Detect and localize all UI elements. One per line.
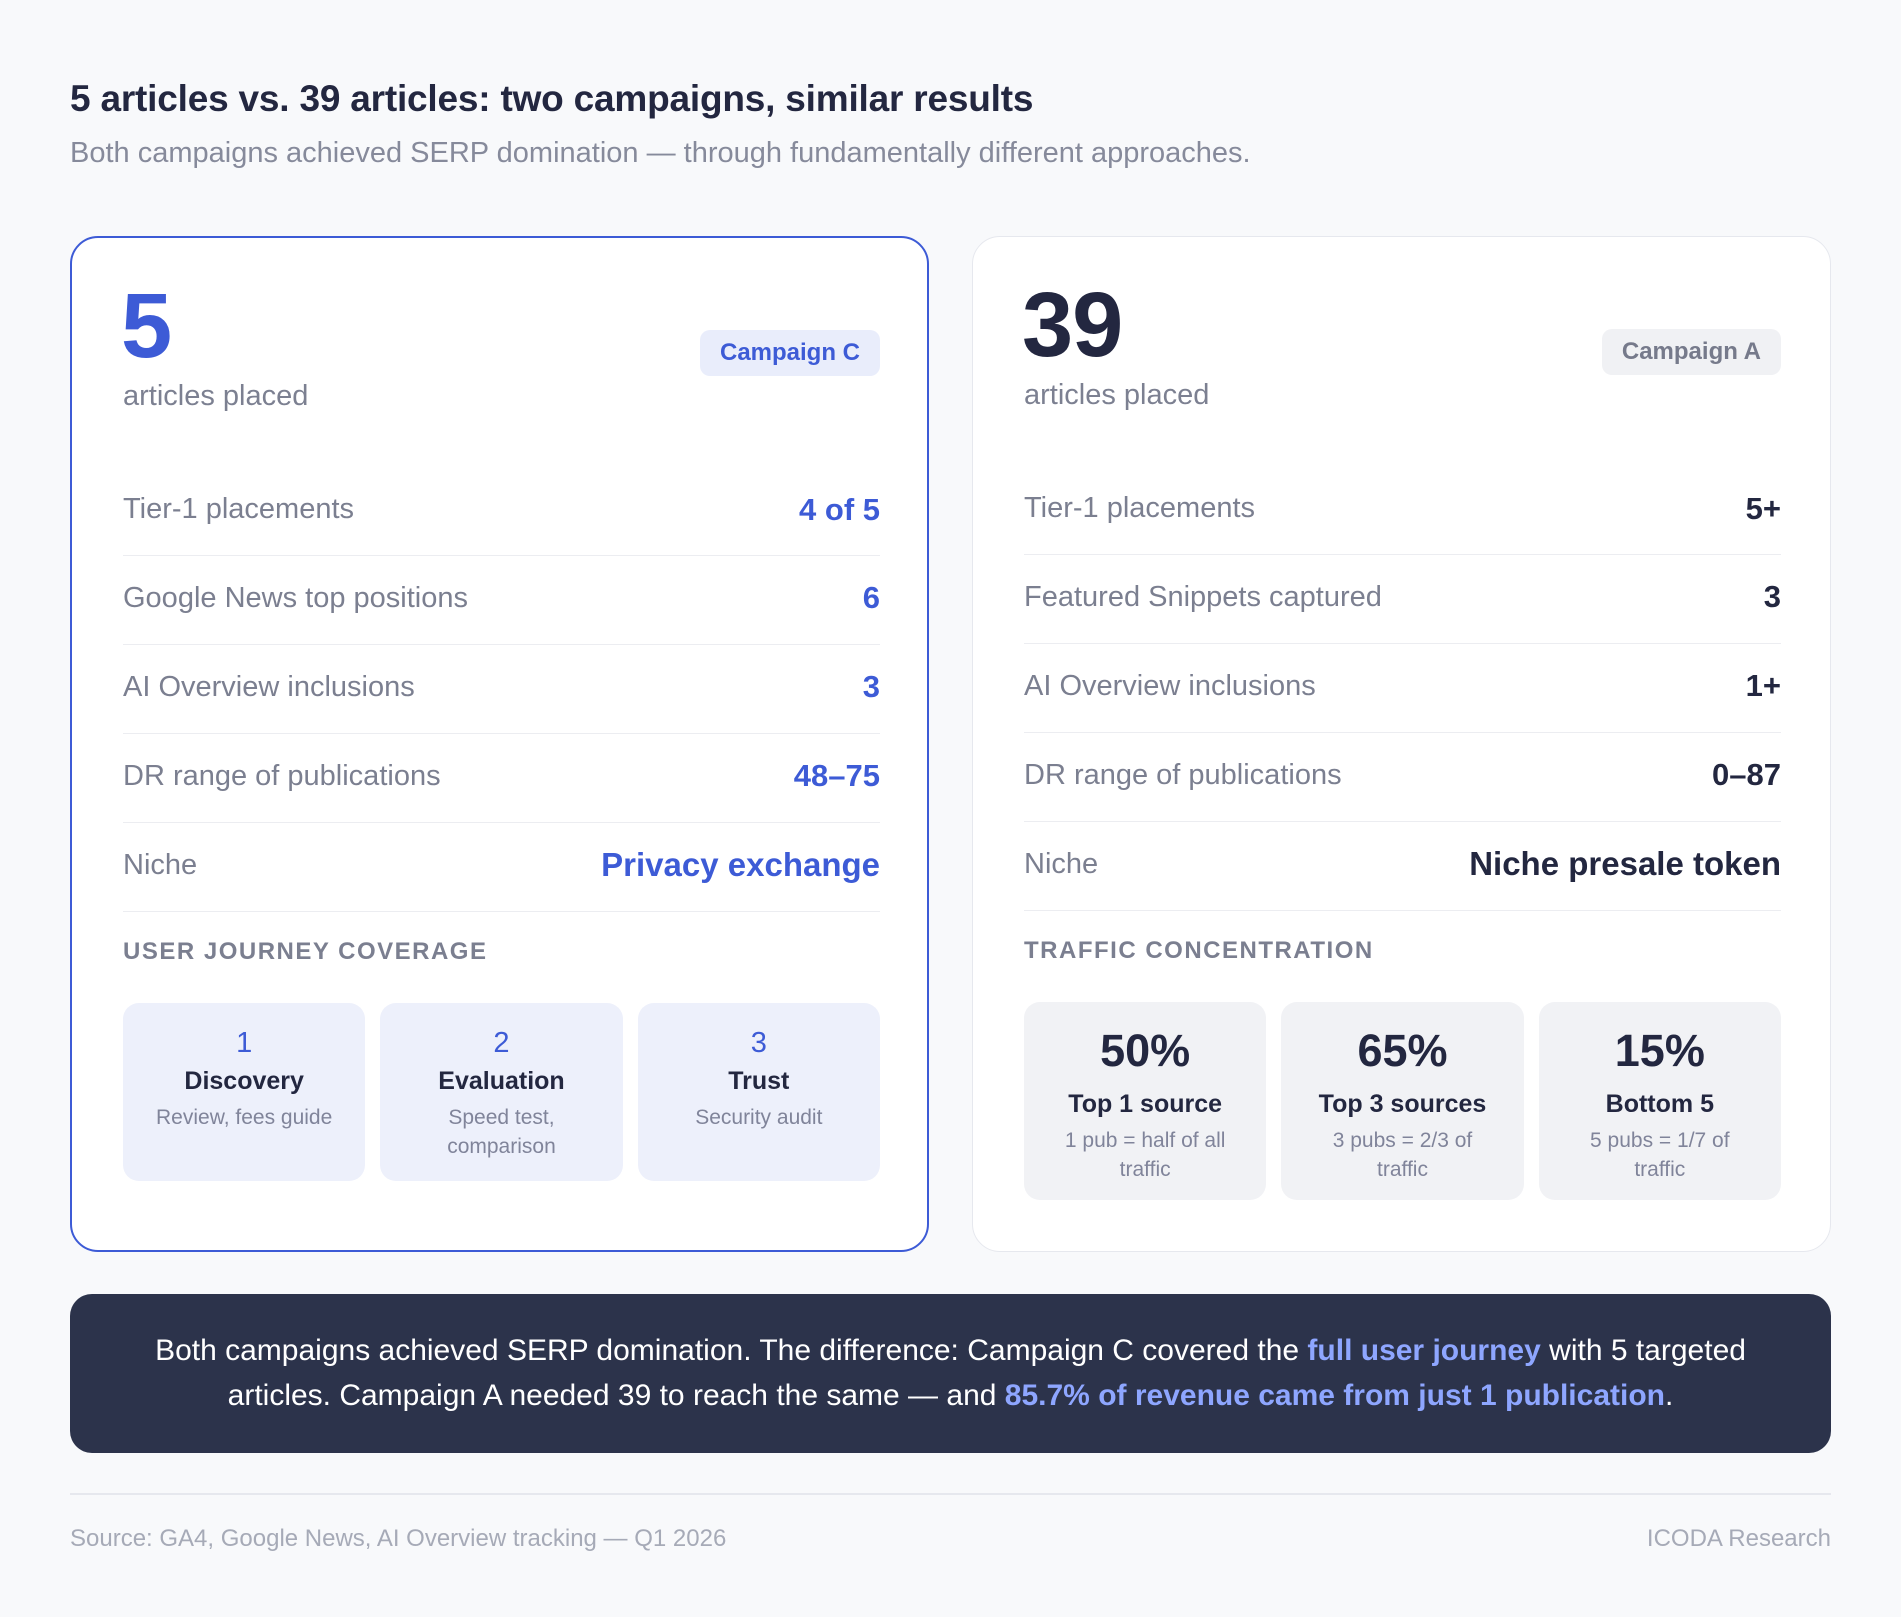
journey-step: 2 Evaluation Speed test, comparison — [380, 1003, 623, 1181]
metric-row: DR range of publications 48–75 — [123, 734, 880, 823]
campaign-c-article-count: 5 — [121, 275, 172, 377]
campaign-a-article-count: 39 — [1022, 274, 1123, 376]
metric-value: Niche presale token — [1469, 845, 1781, 882]
step-title: Evaluation — [438, 1067, 565, 1095]
campaign-c-badge: Campaign C — [699, 330, 880, 376]
campaign-a-metrics: Tier-1 placements 5+ Featured Snippets c… — [1024, 467, 1781, 911]
metric-value: 0–87 — [1712, 757, 1781, 792]
metric-row: DR range of publications 0–87 — [1024, 733, 1781, 822]
stat-value: 15% — [1614, 1025, 1705, 1076]
stat-description: 5 pubs = 1/7 of traffic — [1590, 1129, 1730, 1181]
journey-step: 1 Discovery Review, fees guide — [123, 1003, 366, 1181]
metric-row: Google News top positions 6 — [123, 556, 880, 645]
step-number: 3 — [750, 1027, 767, 1059]
summary-highlight: full user journey — [1307, 1334, 1541, 1367]
metric-row: Featured Snippets captured 3 — [1024, 555, 1781, 644]
metric-label: DR range of publications — [1024, 758, 1342, 791]
metric-row: Niche Niche presale token — [1024, 822, 1781, 911]
metric-row: Tier-1 placements 4 of 5 — [123, 468, 880, 556]
traffic-stat: 65% Top 3 sources 3 pubs = 2/3 of traffi… — [1281, 1002, 1524, 1200]
metric-label: AI Overview inclusions — [123, 670, 415, 703]
metric-label: Tier-1 placements — [123, 493, 355, 525]
summary-text: Both campaigns achieved SERP domination.… — [155, 1334, 1308, 1367]
stat-title: Top 3 sources — [1318, 1090, 1487, 1118]
campaign-a-count-label: articles placed — [1024, 379, 1210, 411]
metric-label: DR range of publications — [123, 759, 441, 792]
metric-row: AI Overview inclusions 3 — [123, 645, 880, 734]
step-title: Discovery — [184, 1067, 304, 1095]
step-number: 1 — [236, 1027, 253, 1059]
footer-divider — [70, 1493, 1831, 1495]
source-note: Source: GA4, Google News, AI Overview tr… — [70, 1525, 727, 1552]
metric-label: Niche — [1024, 847, 1099, 880]
step-description: Review, fees guide — [156, 1106, 333, 1129]
campaign-c-metrics: Tier-1 placements 4 of 5 Google News top… — [123, 468, 880, 912]
page-title: 5 articles vs. 39 articles: two campaign… — [70, 78, 1034, 119]
page-subtitle: Both campaigns achieved SERP domination … — [70, 137, 1251, 169]
metric-row: Niche Privacy exchange — [123, 823, 880, 912]
campaign-c-card: 5 articles placed Campaign C Tier-1 plac… — [70, 236, 929, 1252]
stat-value: 50% — [1100, 1025, 1191, 1076]
metric-label: Google News top positions — [123, 581, 468, 614]
step-title: Trust — [728, 1067, 790, 1095]
campaign-a-badge: Campaign A — [1601, 329, 1781, 375]
stat-title: Top 1 source — [1068, 1090, 1223, 1118]
metric-value: 1+ — [1745, 668, 1781, 703]
journey-section-label: USER JOURNEY COVERAGE — [123, 938, 488, 965]
summary-text: . — [1665, 1379, 1674, 1412]
campaign-c-count-label: articles placed — [123, 380, 309, 412]
metric-value: 5+ — [1745, 490, 1781, 526]
summary-banner: Both campaigns achieved SERP domination.… — [70, 1294, 1831, 1453]
metric-label: Niche — [123, 848, 198, 881]
brand-credit: ICODA Research — [1646, 1525, 1831, 1552]
campaign-a-card: 39 articles placed Campaign A Tier-1 pla… — [972, 236, 1831, 1252]
metric-label: AI Overview inclusions — [1024, 669, 1316, 702]
traffic-stat: 50% Top 1 source 1 pub = half of all tra… — [1024, 1002, 1267, 1200]
traffic-stat: 15% Bottom 5 5 pubs = 1/7 of traffic — [1538, 1002, 1781, 1200]
metric-label: Featured Snippets captured — [1024, 580, 1382, 613]
metric-value: 3 — [1763, 579, 1781, 614]
metric-value: Privacy exchange — [601, 846, 880, 883]
traffic-section-label: TRAFFIC CONCENTRATION — [1024, 937, 1374, 964]
metric-row: Tier-1 placements 5+ — [1024, 467, 1781, 555]
metric-value: 3 — [862, 669, 880, 704]
traffic-stats: 50% Top 1 source 1 pub = half of all tra… — [1024, 1002, 1781, 1200]
journey-steps: 1 Discovery Review, fees guide 2 Evaluat… — [123, 1003, 880, 1181]
metric-value: 48–75 — [793, 758, 880, 793]
step-number: 2 — [493, 1027, 510, 1059]
summary-text: with 5 targeted articles. Campaign A nee… — [227, 1334, 1746, 1412]
metric-value: 4 of 5 — [799, 491, 880, 527]
step-description: Speed test, comparison — [447, 1106, 556, 1158]
stat-value: 65% — [1357, 1025, 1448, 1076]
step-description: Security audit — [695, 1106, 823, 1129]
stat-title: Bottom 5 — [1605, 1090, 1714, 1118]
metric-row: AI Overview inclusions 1+ — [1024, 644, 1781, 733]
stat-description: 1 pub = half of all traffic — [1064, 1129, 1226, 1181]
metric-label: Tier-1 placements — [1024, 492, 1256, 524]
metric-value: 6 — [862, 580, 880, 615]
journey-step: 3 Trust Security audit — [637, 1003, 880, 1181]
summary-highlight: 85.7% of revenue came from just 1 public… — [1004, 1379, 1665, 1412]
stat-description: 3 pubs = 2/3 of traffic — [1332, 1129, 1473, 1181]
